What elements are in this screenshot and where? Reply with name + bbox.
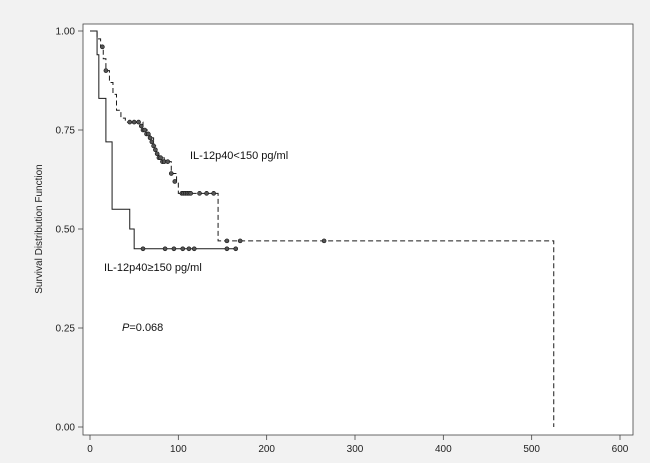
- censor-mark: [140, 246, 146, 252]
- censor-mark: [180, 246, 186, 252]
- censor-mark: [211, 191, 216, 196]
- censor-mark: [158, 155, 163, 161]
- censor-mark: [100, 44, 105, 50]
- censor-mark: [151, 143, 156, 149]
- x-tick-label: 600: [612, 444, 629, 455]
- censor-mark: [171, 246, 177, 252]
- y-tick-label: 0.25: [56, 324, 76, 335]
- plot-area: [82, 23, 634, 436]
- censor-mark: [149, 139, 155, 145]
- censor-mark: [188, 191, 193, 196]
- censor-mark: [197, 191, 202, 196]
- censor-mark: [191, 246, 197, 252]
- x-tick-label: 0: [87, 444, 93, 455]
- censor-mark: [138, 123, 144, 129]
- x-tick-label: 400: [435, 444, 452, 455]
- censor-mark: [233, 246, 239, 252]
- censor-mark: [147, 135, 153, 141]
- y-tick-label: 0.75: [56, 126, 76, 137]
- x-tick-label: 500: [523, 444, 540, 455]
- censor-mark: [237, 238, 243, 244]
- x-tick-label: 300: [347, 444, 364, 455]
- censor-mark: [172, 179, 178, 184]
- censor-mark: [136, 119, 141, 125]
- series-line: [90, 30, 236, 250]
- censor-mark: [168, 171, 174, 176]
- y-tick-label: 1.00: [56, 27, 76, 38]
- p-value: =0.068: [129, 322, 163, 334]
- x-tick-label: 100: [170, 444, 187, 455]
- censor-mark: [321, 238, 327, 244]
- y-tick-label: 0.50: [56, 225, 76, 236]
- censor-mark: [146, 131, 151, 137]
- censor-mark: [154, 151, 160, 157]
- series-label-low: IL-12p40<150 pg/ml: [190, 150, 288, 162]
- censor-mark: [103, 68, 109, 73]
- censor-mark: [142, 127, 148, 133]
- p-letter: P: [122, 322, 130, 334]
- y-tick-label: 0.00: [56, 423, 76, 434]
- censor-mark: [162, 246, 168, 252]
- censor-mark: [224, 238, 230, 244]
- censor-mark: [204, 191, 209, 196]
- censor-mark: [153, 147, 158, 153]
- censor-mark: [224, 246, 230, 252]
- censor-mark: [127, 119, 133, 125]
- series-label-high: IL-12p40≥150 pg/ml: [104, 262, 202, 274]
- y-axis-title: Survival Distribution Function: [34, 164, 45, 294]
- censor-mark: [165, 159, 171, 164]
- censor-mark: [186, 246, 192, 252]
- p-value-annotation: P=0.068: [122, 322, 163, 334]
- x-axis: 0 100 200 300 400 500 600: [87, 435, 629, 455]
- x-tick-label: 200: [258, 444, 275, 455]
- series-line: [90, 30, 555, 427]
- y-axis: 0.00 0.25 0.50 0.75 1.00: [56, 27, 83, 434]
- censor-mark: [131, 119, 137, 125]
- series-layer: [90, 30, 555, 427]
